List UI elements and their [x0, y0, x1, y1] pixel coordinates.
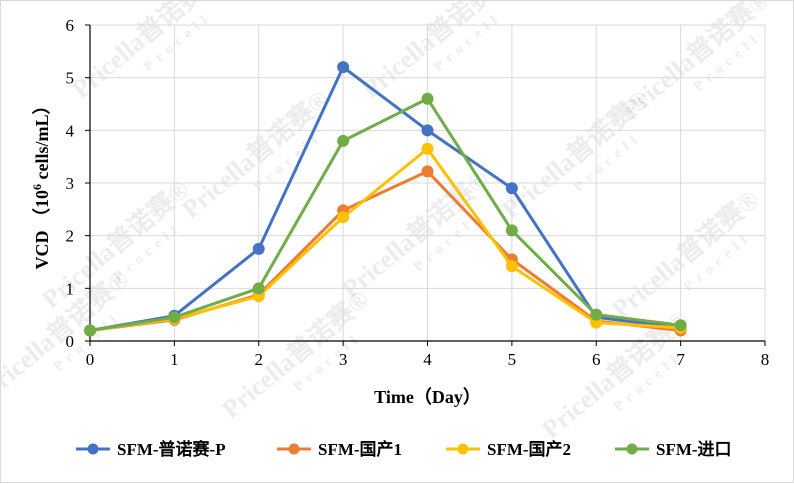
data-point [84, 324, 96, 337]
x-tick-label: 5 [508, 350, 517, 369]
data-point [252, 242, 265, 255]
legend: SFM-普诺赛-P SFM-国产1 SFM-国产2 SFM-进口 [76, 439, 732, 459]
axes: 0 1 2 3 4 5 6 7 8 0 1 2 3 4 5 6 Time（Day） VCD （106 cells/… [30, 16, 769, 407]
series-line [89, 97, 681, 332]
data-point [421, 165, 434, 178]
y-tick-label: 4 [66, 121, 75, 140]
y-tick-label: 0 [66, 332, 75, 351]
x-axis-title: Time（Day） [374, 387, 481, 407]
legend-marker [87, 443, 99, 455]
series-layer [84, 61, 687, 337]
series-line [89, 147, 681, 332]
watermark: Pricella普诺赛®Procell [66, 1, 225, 104]
data-point [421, 142, 434, 155]
watermark: Pricella普诺赛®Procell [356, 1, 515, 104]
data-point [590, 308, 603, 321]
legend-label: SFM-进口 [656, 440, 732, 459]
legend-item: SFM-进口 [615, 440, 732, 459]
data-point [505, 224, 518, 237]
watermark-brand: Pricella普诺赛® [496, 84, 655, 224]
x-tick-label: 7 [676, 350, 685, 369]
data-point [337, 134, 350, 147]
legend-marker [457, 443, 469, 455]
legend-marker [288, 443, 300, 455]
watermark-brand: Pricella普诺赛® [216, 284, 375, 424]
watermark: Pricella普诺赛®Procell [496, 84, 655, 224]
legend-item: SFM-国产1 [277, 439, 402, 459]
data-point [421, 92, 434, 105]
legend-item: SFM-普诺赛-P [76, 439, 226, 459]
y-tick-label: 5 [66, 69, 75, 88]
series-4 [84, 92, 687, 337]
watermark: Pricella普诺赛®Procell [176, 84, 335, 224]
y-tick-label: 1 [66, 279, 75, 298]
legend-marker [626, 443, 638, 455]
watermark-brand: Pricella普诺赛® [176, 84, 335, 224]
legend-label: SFM-普诺赛-P [117, 439, 226, 459]
data-point [505, 182, 518, 195]
x-tick-label: 8 [761, 350, 770, 369]
x-tick-label: 0 [86, 350, 95, 369]
watermark: Pricella普诺赛®Procell [606, 184, 765, 324]
gridlines [89, 24, 766, 342]
legend-item: SFM-国产2 [446, 439, 571, 459]
y-axis-title: VCD （106 cells/mL） [30, 97, 52, 270]
y-tick-label: 2 [66, 227, 75, 246]
y-tick-label: 3 [66, 174, 75, 193]
watermark: Pricella普诺赛®Procell [216, 284, 375, 424]
series-line [89, 65, 681, 332]
y-tick-label: 6 [66, 16, 75, 35]
data-point [252, 282, 265, 295]
data-point [421, 124, 434, 137]
watermark-brand: Pricella普诺赛® [336, 164, 495, 304]
data-point [337, 211, 350, 224]
x-tick-label: 6 [592, 350, 601, 369]
legend-label: SFM-国产1 [318, 439, 402, 459]
watermark-brand: Pricella普诺赛® [606, 184, 765, 324]
watermark: Pricella普诺赛®Procell [616, 1, 775, 124]
x-tick-label: 3 [339, 350, 348, 369]
data-point [674, 319, 687, 332]
legend-label: SFM-国产2 [487, 439, 571, 459]
data-point [337, 61, 350, 74]
x-tick-label: 2 [255, 350, 264, 369]
x-tick-label: 4 [423, 350, 432, 369]
x-tick-label: 1 [170, 350, 179, 369]
data-point [505, 260, 518, 273]
data-point [168, 311, 181, 324]
